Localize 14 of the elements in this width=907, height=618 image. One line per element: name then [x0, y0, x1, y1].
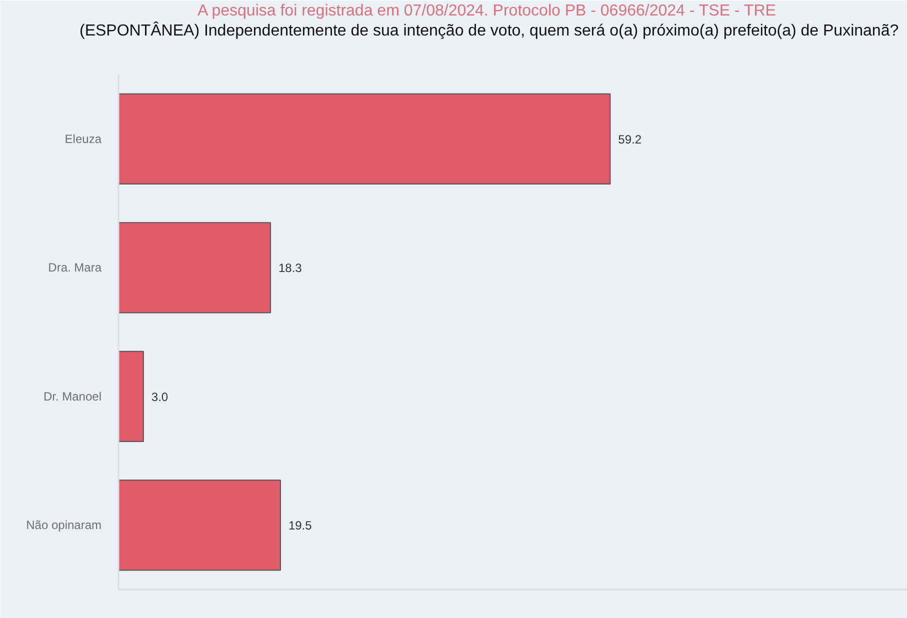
- bar: [118, 480, 281, 571]
- chart-subtitle: A pesquisa foi registrada em 07/08/2024. Protocolo PB - 06966/2024 - TSE - TRE: [198, 2, 776, 20]
- data-label: 59.2: [618, 132, 642, 146]
- data-label: 19.5: [288, 518, 312, 533]
- data-label: 3.0: [151, 390, 168, 404]
- y-tick-label: Não opinaram: [26, 518, 102, 532]
- data-label: 18.3: [278, 261, 302, 276]
- y-tick-label: Dra. Mara: [48, 260, 102, 275]
- bar: [118, 93, 611, 184]
- bar: [118, 350, 144, 442]
- chart-title: (ESPONTÂNEA) Independentemente de sua intenção de voto, quem será o(a) próximo(a) prefeito(a) de Puxinanã?: [80, 22, 899, 40]
- y-tick-label: Dr. Manoel: [43, 389, 102, 404]
- bar: [118, 222, 271, 314]
- y-tick-label: Eleuza: [64, 132, 102, 146]
